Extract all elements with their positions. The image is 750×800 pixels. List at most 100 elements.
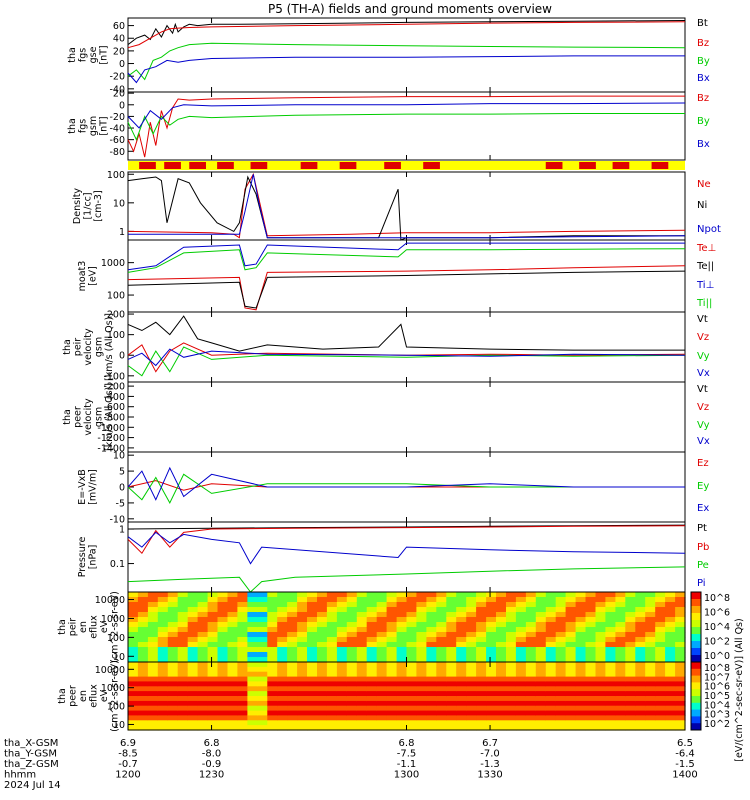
spectrogram-cell [436, 617, 447, 623]
spectrogram-cell [406, 666, 417, 673]
spectrogram-cell [257, 657, 268, 663]
spectrogram-cell [436, 607, 447, 613]
spectrogram-cell [655, 657, 666, 663]
spectrogram-cell [585, 725, 596, 731]
spectrogram-cell [555, 597, 567, 603]
spectrogram-cell [277, 691, 288, 697]
spectrogram-cell [386, 627, 398, 633]
spectrogram-cell [476, 627, 487, 633]
spectrogram-cell [555, 725, 567, 731]
spectrogram-cell [535, 671, 547, 678]
spectrogram-cell [406, 691, 417, 697]
quality-flag-bar [128, 161, 685, 170]
spectrogram-cell [207, 720, 219, 726]
spectrogram-cell [317, 671, 328, 678]
spectrogram-cell [496, 637, 507, 643]
spectrogram-cell [635, 652, 646, 658]
spectrogram-cell [416, 642, 427, 648]
spectrogram-cell [177, 662, 189, 668]
spectrogram-cell [456, 612, 467, 618]
spectrogram-cell [496, 592, 507, 598]
spectrogram-cell [386, 666, 398, 673]
spectrogram-cell [635, 720, 646, 726]
spectrogram-cell [396, 715, 408, 721]
spectrogram-cell [605, 700, 616, 707]
colorbar-bottom-tick: 10^8 [704, 663, 730, 674]
footer-value: 1200 [115, 770, 140, 781]
spectrogram-cell [496, 700, 507, 707]
spectrogram-cell [157, 676, 169, 683]
spectrogram-cell [128, 602, 139, 608]
spectrogram-cell [217, 597, 228, 603]
spectrogram-cell [665, 700, 676, 707]
spectrogram-cell [277, 696, 288, 702]
footer-row-label: tha_Y-GSM [4, 749, 57, 760]
spectrogram-cell [446, 627, 457, 633]
spectrogram-cell [645, 642, 656, 648]
spectrogram-cell [406, 642, 417, 648]
spectrogram-cell [645, 691, 656, 697]
colorbar-top-color [691, 592, 701, 600]
spectrogram-cell [635, 602, 646, 608]
spectrogram-cell [336, 592, 348, 598]
spectrogram-cell [396, 627, 408, 633]
spectrogram-cell [267, 696, 278, 702]
spectrogram-cell [645, 592, 656, 598]
spectrogram-cell [655, 607, 666, 613]
spectrogram-cell [446, 725, 457, 731]
spectrogram-cell [645, 622, 656, 628]
spectrogram-cell [525, 642, 537, 648]
spectrogram-cell [416, 720, 427, 726]
spectrogram-cell [446, 666, 457, 673]
spectrogram-cell [515, 686, 527, 692]
spectrogram-cell [366, 652, 378, 658]
spectrogram-cell [675, 597, 686, 603]
legend-entry: Ti⊥ [696, 280, 714, 291]
spectrogram-cell [476, 691, 487, 697]
spectrogram-cell [356, 647, 368, 653]
spectrogram-cell [515, 700, 527, 707]
spectrogram-cell [605, 642, 616, 648]
spectrogram-cell [326, 725, 338, 731]
spectrogram-cell [326, 597, 338, 603]
footer-value: 1400 [672, 770, 697, 781]
spectrogram-cell [605, 617, 616, 623]
spectrogram-cell [496, 705, 507, 712]
spectrogram-cell [456, 637, 467, 643]
spectrogram-cell [525, 715, 537, 721]
spectrogram-cell [257, 662, 268, 668]
spectrogram-cell [257, 686, 268, 692]
legend-entry: Ex [697, 503, 709, 514]
spectrogram-cell [506, 627, 517, 633]
spectrogram-cell [655, 691, 666, 697]
footer-value: 6.5 [677, 738, 693, 749]
spectrogram-cell [416, 602, 427, 608]
spectrogram-cell [297, 637, 308, 643]
spectrogram-cell [137, 696, 149, 702]
spectrogram-cell [436, 671, 447, 678]
spectrogram-cell [496, 671, 507, 678]
spectrogram-cell [356, 720, 368, 726]
spectrogram-cell [615, 652, 626, 658]
spectrogram-cell [525, 612, 537, 618]
spectrogram-cell [406, 612, 417, 618]
flag-segment [139, 162, 156, 169]
spectrogram-cell [555, 686, 567, 692]
spectrogram-cell [307, 632, 318, 638]
spectrogram-cell [277, 686, 288, 692]
spectrogram-cell [336, 725, 348, 731]
spectrogram-cell [267, 705, 278, 712]
spectrogram-cell [237, 657, 248, 663]
spectrogram-cell [207, 617, 219, 623]
spectrogram-cell [287, 715, 298, 721]
spectrogram-cell [147, 622, 159, 628]
spectrogram-cell [376, 642, 388, 648]
spectrogram-cell [257, 676, 268, 683]
spectrogram-cell [287, 652, 298, 658]
spectrogram-cell [307, 657, 318, 663]
y-tick-label: -5 [116, 498, 125, 509]
spectrogram-cell [456, 647, 467, 653]
colorbar-bottom-color [691, 696, 701, 704]
spectrogram-cell [336, 710, 348, 717]
